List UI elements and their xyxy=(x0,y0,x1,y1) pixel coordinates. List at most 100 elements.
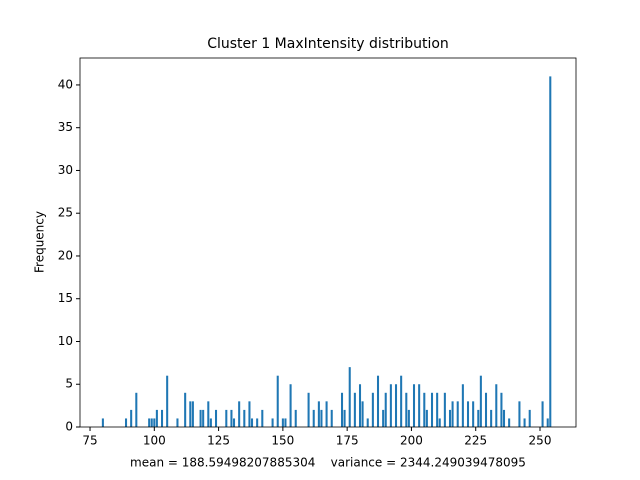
bar xyxy=(361,401,364,427)
bar xyxy=(407,409,410,427)
bar xyxy=(500,392,503,427)
bar xyxy=(343,409,346,427)
bar xyxy=(353,392,356,427)
bar xyxy=(325,401,328,427)
y-tick-label: 15 xyxy=(58,291,73,305)
bar xyxy=(382,409,385,427)
chart-title: Cluster 1 MaxIntensity distribution xyxy=(207,36,449,52)
bar xyxy=(124,418,128,427)
x-tick-label: 125 xyxy=(207,434,230,448)
bar xyxy=(256,418,259,427)
bar xyxy=(348,367,351,427)
y-tick-label: 5 xyxy=(65,377,73,391)
bar xyxy=(358,384,362,427)
y-tick-label: 25 xyxy=(58,206,73,220)
bar xyxy=(502,409,506,427)
bar xyxy=(225,409,228,427)
bar xyxy=(243,409,246,427)
x-tick-label: 225 xyxy=(464,434,487,448)
bar xyxy=(199,409,202,427)
bar xyxy=(528,409,531,427)
bar xyxy=(320,409,323,427)
bar xyxy=(166,375,169,427)
bar xyxy=(523,418,526,427)
bar xyxy=(248,401,251,427)
bar xyxy=(148,418,151,427)
bar xyxy=(436,392,439,427)
y-tick-label: 10 xyxy=(58,334,73,348)
y-tick-label: 20 xyxy=(58,248,73,262)
bar xyxy=(261,409,264,427)
x-tick-label: 250 xyxy=(529,434,552,448)
bar xyxy=(281,418,284,427)
bar xyxy=(160,409,164,427)
bar xyxy=(484,392,488,427)
bar xyxy=(394,384,398,427)
y-tick-label: 40 xyxy=(58,77,73,91)
bar xyxy=(155,409,158,427)
bar xyxy=(366,418,369,427)
bar xyxy=(438,418,441,427)
bar xyxy=(317,401,320,427)
bar xyxy=(495,384,498,427)
bar xyxy=(207,401,210,427)
y-tick-label: 30 xyxy=(58,163,73,177)
bar xyxy=(518,401,521,427)
bar xyxy=(189,401,192,427)
bar xyxy=(340,392,344,427)
bar xyxy=(230,409,233,427)
bar xyxy=(472,401,475,427)
bar xyxy=(232,418,236,427)
bar xyxy=(276,375,279,427)
bar xyxy=(191,401,194,427)
x-tick-label: 100 xyxy=(143,434,166,448)
bar xyxy=(294,409,297,427)
bar xyxy=(490,409,493,427)
bar xyxy=(284,418,287,427)
bar xyxy=(135,392,138,427)
bar xyxy=(541,401,544,427)
bar xyxy=(549,76,552,427)
bar xyxy=(448,409,452,427)
bar xyxy=(214,409,218,427)
bar xyxy=(477,409,480,427)
bar xyxy=(209,418,212,427)
bar xyxy=(430,392,434,427)
bar xyxy=(443,392,446,427)
y-tick-label: 0 xyxy=(65,420,73,434)
bar xyxy=(312,409,315,427)
y-tick-label: 35 xyxy=(58,120,73,134)
bar xyxy=(184,392,187,427)
bar xyxy=(423,392,426,427)
bar xyxy=(418,384,421,427)
plot-frame xyxy=(79,57,577,428)
bar xyxy=(371,392,374,427)
bar xyxy=(451,401,454,427)
bar xyxy=(176,418,179,427)
y-axis-label: Frequency xyxy=(33,211,47,273)
bar xyxy=(289,384,292,427)
bar xyxy=(307,392,310,427)
bar xyxy=(456,401,459,427)
bar xyxy=(412,384,416,427)
bar xyxy=(250,418,254,427)
x-tick-label: 175 xyxy=(336,434,359,448)
bar xyxy=(150,418,153,427)
bar xyxy=(101,418,104,427)
bar xyxy=(546,418,549,427)
bar xyxy=(466,401,470,427)
bar xyxy=(130,409,133,427)
bar xyxy=(508,418,511,427)
x-tick-label: 75 xyxy=(82,434,97,448)
bar xyxy=(461,384,464,427)
bar xyxy=(271,418,274,427)
bar xyxy=(153,418,156,427)
bar xyxy=(405,392,408,427)
bar xyxy=(238,401,241,427)
bar xyxy=(425,409,428,427)
bar xyxy=(202,409,205,427)
bar xyxy=(384,392,387,427)
bar xyxy=(330,409,333,427)
x-axis-label: mean = 188.59498207885304 variance = 234… xyxy=(130,456,526,470)
